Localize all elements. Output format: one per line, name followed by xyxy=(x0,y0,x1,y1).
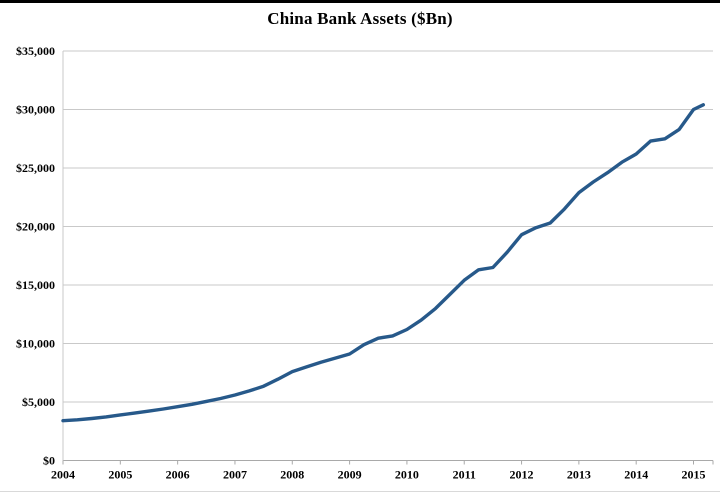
y-axis-label: $35,000 xyxy=(16,44,55,58)
y-axis-label: $0 xyxy=(43,454,55,468)
y-axis-label: $30,000 xyxy=(16,103,55,117)
x-axis-label: 2012 xyxy=(510,468,534,482)
y-axis-label: $10,000 xyxy=(16,337,55,351)
x-axis-label: 2013 xyxy=(567,468,591,482)
x-axis-label: 2007 xyxy=(223,468,247,482)
chart-title: China Bank Assets ($Bn) xyxy=(267,9,453,28)
assets-line-series xyxy=(61,103,705,423)
y-axis-label: $5,000 xyxy=(22,395,55,409)
x-axis-label: 2011 xyxy=(453,468,476,482)
x-axis-label: 2004 xyxy=(51,468,75,482)
x-axis-label: 2010 xyxy=(395,468,419,482)
y-axis-label: $20,000 xyxy=(16,220,55,234)
x-axis-label: 2006 xyxy=(166,468,190,482)
line-chart: $0 $5,000 $10,000 $15,000 $20,000 $25,000 $30,… xyxy=(16,44,714,482)
x-axis-label: 2014 xyxy=(624,468,648,482)
x-axis-label: 2015 xyxy=(682,468,706,482)
y-axis-label: $15,000 xyxy=(16,278,55,292)
x-axis-label: 2009 xyxy=(338,468,362,482)
x-axis-label: 2005 xyxy=(108,468,132,482)
y-axis-label: $25,000 xyxy=(16,161,55,175)
x-axis-label: 2008 xyxy=(280,468,304,482)
